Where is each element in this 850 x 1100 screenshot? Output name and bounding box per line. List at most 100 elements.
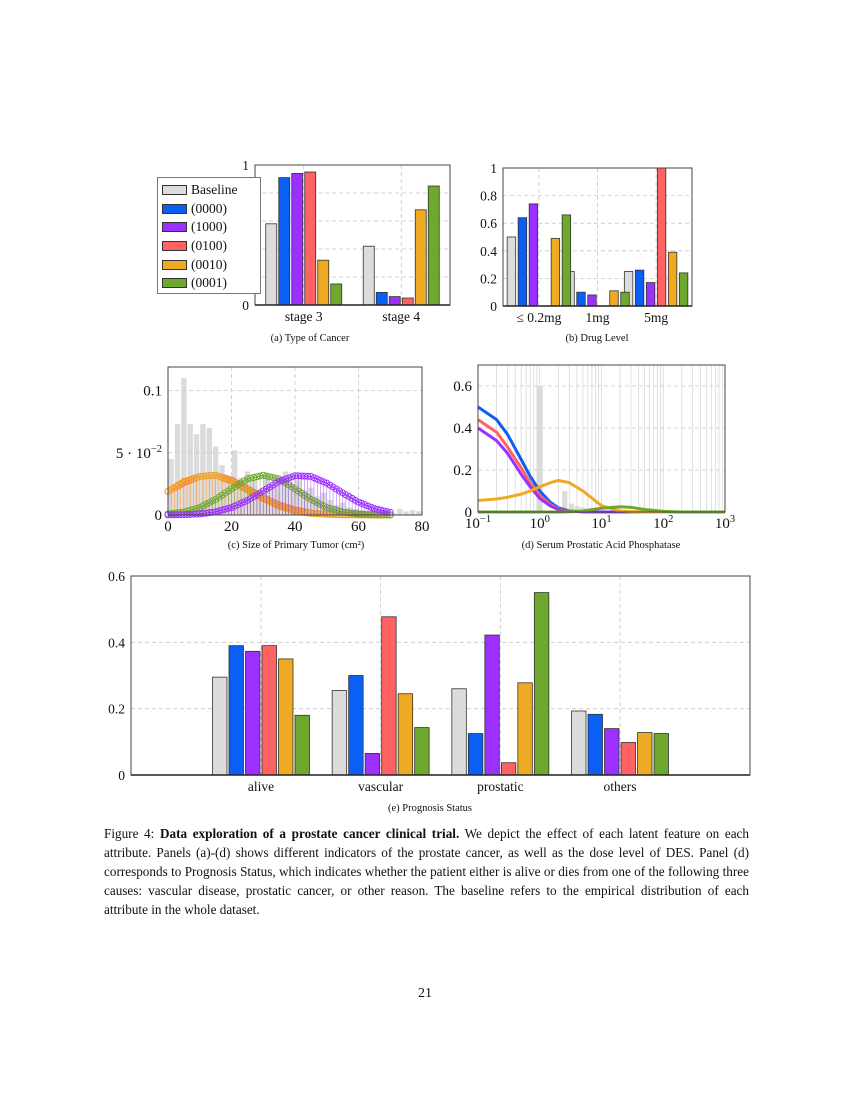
- marker: [374, 505, 382, 513]
- bar: [656, 167, 667, 307]
- caption-bold-title: Data exploration of a prostate cancer cl…: [159, 826, 460, 841]
- bar: [506, 236, 517, 307]
- marker: [313, 475, 321, 483]
- tick-superscript: −2: [151, 444, 162, 455]
- y-tick-label: 0.1: [143, 384, 162, 400]
- subcaption-e: (e) Prognosis Status: [388, 803, 472, 814]
- legend-item-baseline: Baseline: [162, 181, 256, 200]
- marker: [320, 478, 328, 486]
- bar: [620, 291, 630, 307]
- legend-label: (0010): [191, 256, 227, 272]
- marker: [361, 501, 369, 509]
- bar: [375, 291, 388, 306]
- bar: [362, 245, 375, 306]
- marker: [367, 503, 375, 511]
- marker: [259, 471, 267, 479]
- marker: [218, 474, 226, 482]
- x-tick-label: 0: [164, 519, 172, 535]
- tick-superscript: 3: [730, 514, 735, 525]
- plot-frame: [167, 366, 423, 516]
- bar: [278, 177, 291, 306]
- y-tick-label: 0.2: [480, 271, 497, 286]
- series-line: [167, 475, 391, 516]
- legend-label: (1000): [191, 219, 227, 235]
- bar: [678, 272, 689, 307]
- legend-label: (0000): [191, 200, 227, 216]
- tick-superscript: 0: [545, 514, 550, 525]
- subcaption-c: (c) Size of Primary Tumor (cm²): [227, 540, 365, 551]
- legend-swatch: [162, 259, 187, 270]
- y-tick-label: 5 · 10−2: [116, 444, 162, 462]
- bar: [528, 203, 539, 307]
- chart-e: alive vascular prostatic others 0 0.2 0.4 0.6: [108, 569, 751, 794]
- y-tick-label: 0: [465, 505, 473, 521]
- legend-item-0001: (0001): [162, 274, 256, 293]
- bar: [500, 762, 517, 776]
- chart-c: 0 20 40 60 80 0 5 · 10−2 0.1: [116, 366, 430, 535]
- bar: [317, 259, 330, 306]
- bar: [245, 650, 261, 776]
- bar: [414, 209, 427, 306]
- page-number: 21: [418, 986, 432, 1001]
- bar: [561, 214, 572, 307]
- y-tick-label: 0.6: [480, 216, 497, 231]
- marker: [358, 499, 366, 507]
- caption-label: Figure 4:: [104, 826, 155, 841]
- bar: [388, 296, 401, 306]
- legend-label: (0100): [191, 238, 227, 254]
- caption-text: We depict the effect of each latent feat…: [104, 826, 750, 917]
- bar: [364, 753, 381, 776]
- bar: [265, 223, 278, 306]
- y-tick-label: 0: [155, 508, 163, 524]
- x-tick-label-vascular: vascular: [358, 779, 403, 794]
- histogram-bar: [409, 510, 416, 515]
- bar: [571, 710, 587, 776]
- histogram-bar: [174, 424, 181, 515]
- x-tick-label: 40: [288, 519, 303, 535]
- histogram-bar: [536, 386, 543, 512]
- bar: [667, 251, 678, 307]
- chart-b: ≤ 0.2mg 1mg 5mg 0 0.2 0.4 0.6 0.8 1: [480, 161, 693, 325]
- bar: [587, 294, 597, 307]
- y-tick-label: 0.8: [480, 189, 497, 204]
- subcaption-b: (b) Drug Level: [565, 333, 629, 344]
- bar: [550, 237, 561, 307]
- marker: [355, 498, 362, 506]
- bar: [291, 172, 304, 306]
- legend-swatch: [162, 185, 187, 196]
- marker: [380, 507, 388, 515]
- legend-label: (0001): [191, 275, 227, 291]
- y-tick-label: 1: [242, 158, 249, 173]
- marker: [377, 506, 385, 514]
- y-tick-label: 0.4: [108, 635, 125, 650]
- bar: [604, 728, 620, 776]
- bar: [304, 171, 317, 306]
- x-tick-label: 20: [224, 519, 239, 535]
- marker: [262, 472, 270, 480]
- x-tick-label-02mg: ≤ 0.2mg: [516, 310, 561, 325]
- histogram-bar: [403, 511, 409, 515]
- histogram-bar: [200, 424, 206, 515]
- bar: [645, 282, 656, 307]
- x-tick-label: 102: [653, 514, 673, 532]
- bar: [414, 727, 430, 776]
- legend-swatch: [162, 278, 187, 289]
- bar: [609, 290, 619, 307]
- tick-superscript: 1: [606, 514, 611, 525]
- y-tick-label: 0: [490, 299, 497, 314]
- x-tick-label-prostatic: prostatic: [477, 779, 524, 794]
- x-tick-label: 60: [351, 519, 366, 535]
- marker: [221, 475, 229, 483]
- bar: [381, 616, 397, 776]
- y-tick-label: 0.2: [453, 463, 472, 479]
- histogram-bar: [562, 491, 568, 512]
- bar: [620, 742, 636, 776]
- y-tick-label: 0.2: [108, 702, 125, 717]
- bar: [467, 733, 484, 776]
- y-tick-label: 0: [242, 298, 249, 313]
- legend-label: Baseline: [191, 182, 238, 198]
- bar: [294, 714, 310, 776]
- histogram-bar: [206, 427, 212, 515]
- histogram-bar: [574, 506, 580, 512]
